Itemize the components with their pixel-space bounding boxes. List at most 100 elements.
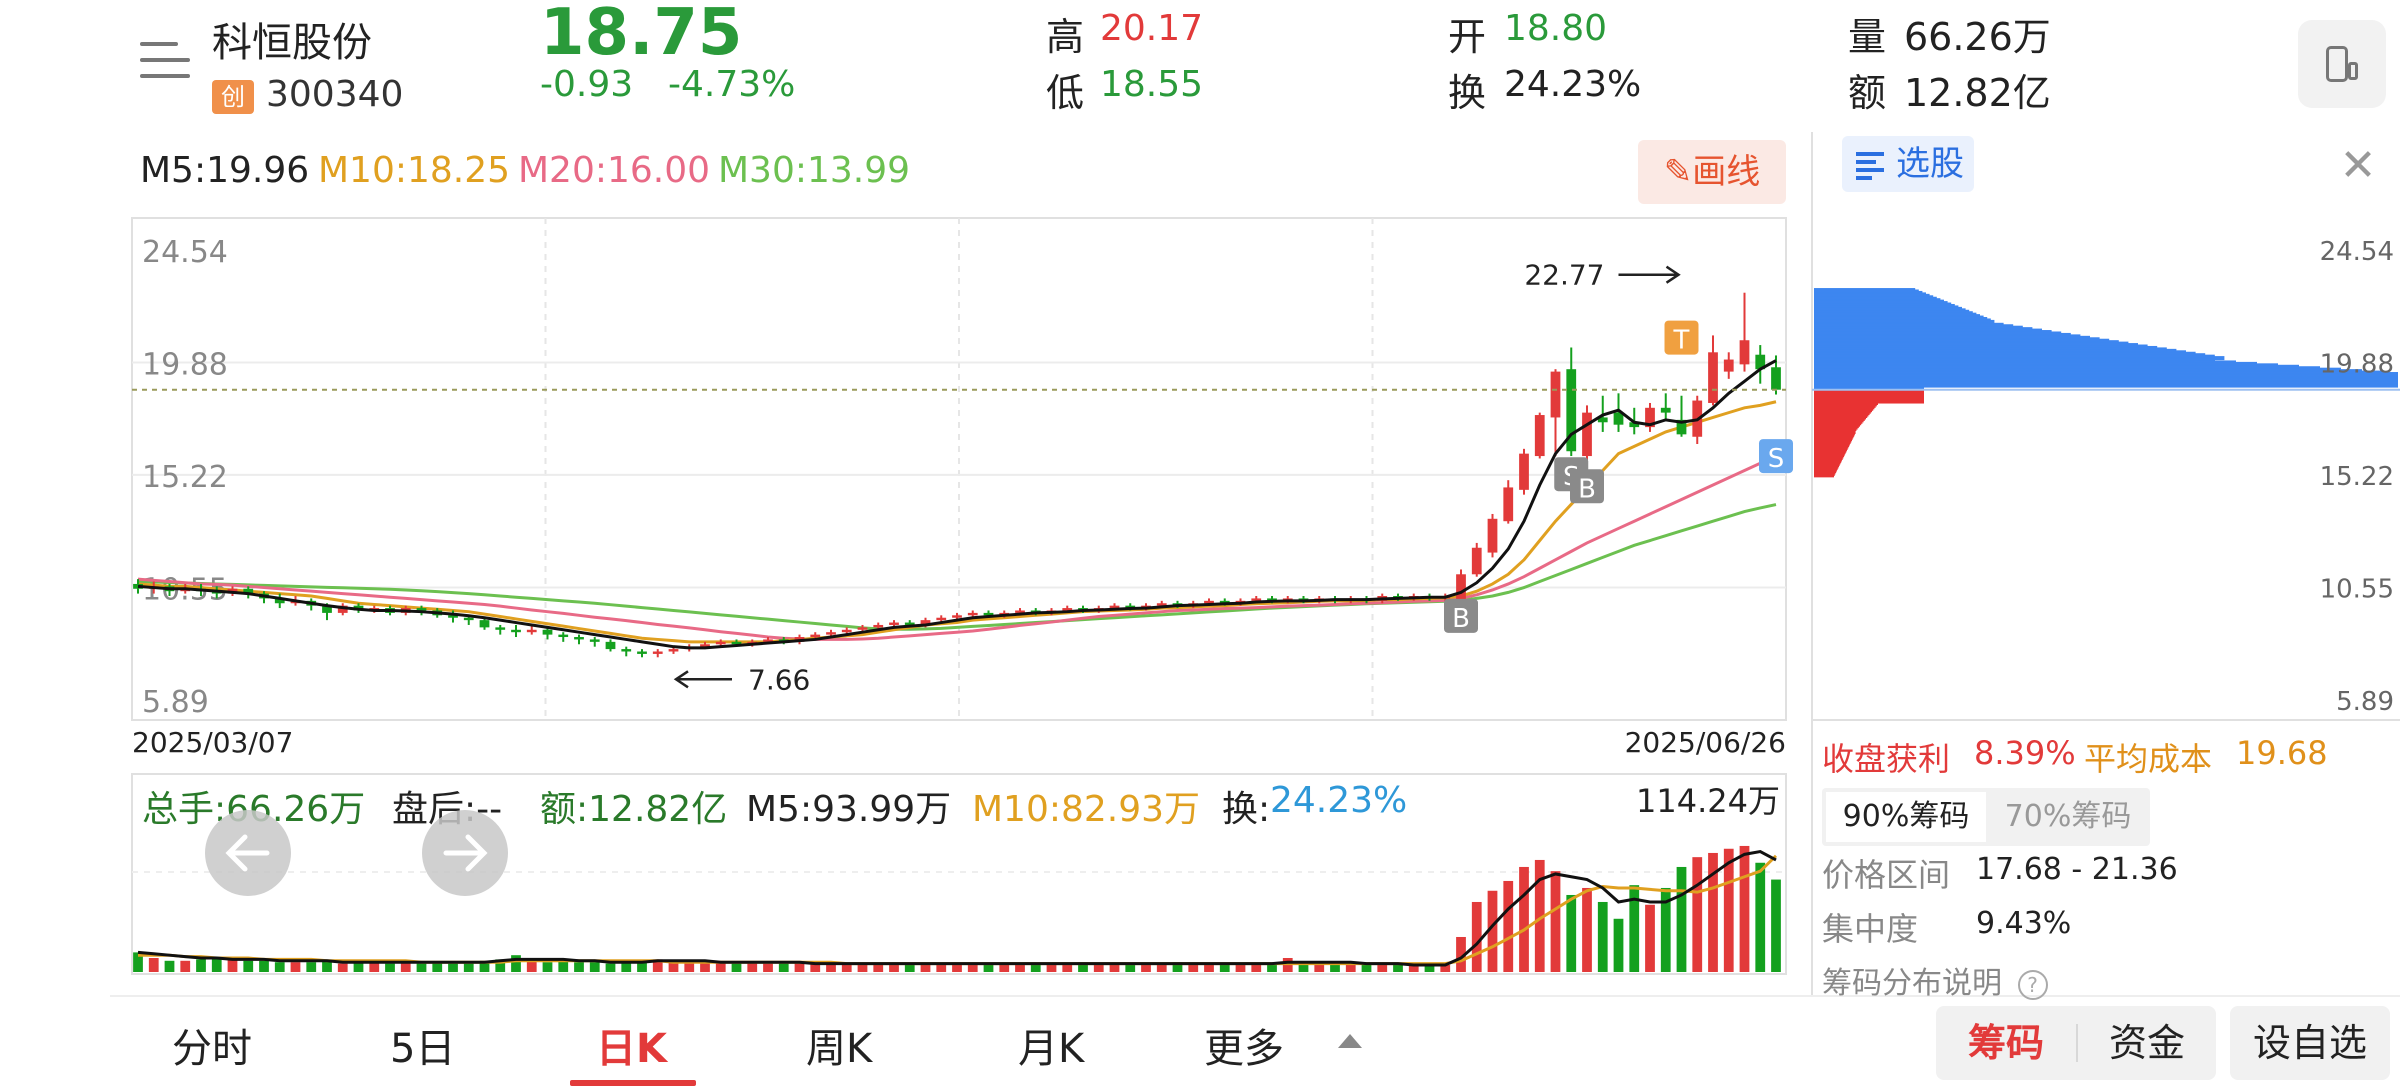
fund-button[interactable]: 资金 <box>2108 1021 2185 1065</box>
candle-body <box>1156 603 1167 606</box>
chip-explain-link[interactable]: 筹码分布说明 ? <box>1822 958 2048 1002</box>
stock-picker-tab[interactable]: 选股 <box>1842 136 1974 192</box>
volume-bar <box>1723 848 1734 972</box>
close-icon[interactable]: ✕ <box>2339 140 2377 191</box>
price-change: -0.93 <box>540 64 634 105</box>
add-watchlist-button[interactable]: 设自选 <box>2230 1006 2390 1080</box>
high-value: 20.17 <box>1100 8 1204 49</box>
volume-bar <box>841 964 852 972</box>
candle-body <box>715 641 726 645</box>
candle-body <box>243 588 254 594</box>
profit-value: 8.39% <box>1974 734 2076 772</box>
draw-line-label: 画线 <box>1692 152 1761 192</box>
signal-badge <box>1664 320 1699 355</box>
tab-intraday[interactable]: 分时 <box>172 1026 252 1072</box>
tab-90-chips[interactable]: 90%筹码 <box>1826 792 1986 842</box>
volume-bar <box>1267 964 1277 972</box>
scroll-right-button[interactable] <box>422 810 508 896</box>
vol-m5: M5:93.99万 <box>746 789 952 830</box>
candle-body <box>1251 598 1262 601</box>
ma30-legend: M30:13.99 <box>718 150 911 191</box>
current-price: 18.75 <box>540 0 743 70</box>
volume-bar <box>904 963 915 972</box>
candle-body <box>463 617 474 621</box>
candle-body <box>637 651 647 654</box>
volume-bar <box>589 962 600 972</box>
volume-bar <box>1156 963 1167 972</box>
volume-bar <box>1377 964 1388 972</box>
tab-70-chips[interactable]: 70%筹码 <box>2004 799 2132 834</box>
min-price-label: 7.66 <box>748 663 810 696</box>
volume-bar <box>337 963 348 972</box>
candle-body <box>274 598 285 604</box>
profit-label: 收盘获利 <box>1822 740 1951 778</box>
volume-bar <box>1188 963 1199 972</box>
volume-bar <box>1235 963 1246 972</box>
tab-weekly-k[interactable]: 周K <box>806 1026 873 1072</box>
volume-bar <box>133 952 143 972</box>
candle-body <box>1219 600 1230 604</box>
caret-up-icon[interactable] <box>1338 1034 1362 1048</box>
volume-bar <box>1172 962 1183 972</box>
candle-body <box>1125 605 1136 609</box>
landscape-toggle-button[interactable] <box>2298 20 2386 108</box>
tab-5day[interactable]: 5日 <box>390 1026 456 1072</box>
candle-body <box>1755 354 1766 370</box>
tab-daily-k[interactable]: 日K <box>596 1026 667 1072</box>
volume-m5-line <box>137 849 1777 967</box>
volume-bar <box>1519 866 1529 972</box>
volume-bar <box>778 963 789 972</box>
candle-body <box>337 605 348 613</box>
signal-label: S <box>1768 444 1785 474</box>
list-icon <box>1856 152 1884 180</box>
candle-body <box>1062 608 1073 611</box>
volume-bar <box>148 957 159 972</box>
volume-bar <box>1062 963 1073 972</box>
concentration-value: 9.43% <box>1976 906 2072 941</box>
volume-bar <box>164 960 175 972</box>
tab-monthly-k[interactable]: 月K <box>1018 1026 1085 1072</box>
candle-body <box>574 637 584 640</box>
volume-frame <box>131 773 1787 975</box>
candle-body <box>495 627 506 630</box>
kline-annotations: 22.77 7.66 <box>673 259 1681 696</box>
candle-body <box>889 622 899 625</box>
vol-m10: M10:82.93万 <box>972 789 1201 830</box>
volume-bar <box>1503 880 1514 972</box>
volume-bar <box>826 963 836 972</box>
volume-bar <box>306 962 317 972</box>
volume-bar <box>385 963 395 972</box>
candle-body <box>857 627 868 630</box>
open-label: 开 <box>1448 15 1487 59</box>
volume-bar <box>274 962 285 972</box>
volume-bar <box>1298 963 1309 972</box>
avgcost-value: 19.68 <box>2236 734 2328 772</box>
candle-body <box>1739 340 1750 365</box>
turnover-label: 换 <box>1448 71 1487 115</box>
concentration-label: 集中度 <box>1822 910 1919 948</box>
draw-line-button[interactable]: ✎画线 <box>1638 140 1786 204</box>
volume-bar <box>1755 862 1766 972</box>
vol-amount: 额:12.82亿 <box>540 789 728 830</box>
vol-turnover-value: 24.23% <box>1270 780 1408 821</box>
tab-more[interactable]: 更多 <box>1204 1026 1284 1072</box>
chip-y-tick-label: 5.89 <box>2336 687 2394 717</box>
volume-bar <box>1219 964 1230 972</box>
ma5-path <box>137 359 1777 650</box>
volume-bar <box>1109 964 1120 972</box>
ma5-line <box>137 359 1777 650</box>
candle-body <box>1204 600 1214 604</box>
candle-body <box>904 622 915 625</box>
candle-body <box>952 615 962 618</box>
volume-bar <box>463 963 474 972</box>
candle-body <box>920 620 931 625</box>
chip-explain-label: 筹码分布说明 <box>1822 966 2002 1001</box>
chip-button[interactable]: 筹码 <box>1967 1021 2044 1065</box>
volume-bar <box>259 960 269 972</box>
volume-bar <box>747 962 758 972</box>
scroll-left-button[interactable] <box>205 810 291 896</box>
menu-icon[interactable] <box>140 42 190 84</box>
volume-bar <box>605 963 616 972</box>
signal-label: B <box>1578 474 1596 504</box>
